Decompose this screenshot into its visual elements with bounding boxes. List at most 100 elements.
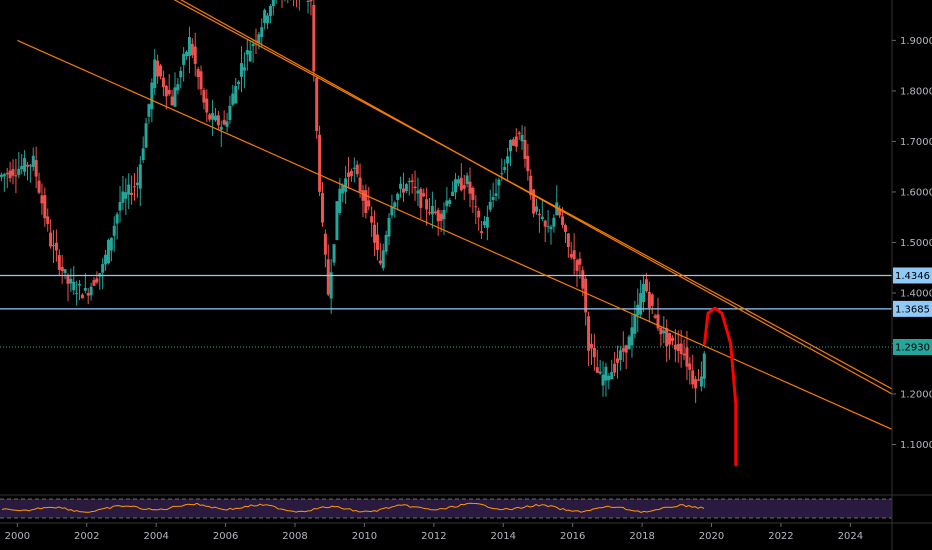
candle-body (474, 206, 478, 208)
y-tick-label: 1.9000 (900, 36, 932, 47)
trendline[interactable] (17, 39, 893, 430)
candle-body (205, 98, 209, 113)
candle-body (584, 278, 588, 313)
candle-body (456, 179, 460, 184)
candle-body (341, 184, 345, 194)
x-tick-label: 2008 (282, 531, 307, 542)
candle-body (416, 190, 420, 194)
candle-body (607, 375, 611, 381)
candle-body (179, 70, 183, 78)
y-tick-label: 1.4000 (900, 288, 932, 299)
candle-body (592, 347, 596, 358)
candle-body (89, 286, 93, 296)
price-label-hline (893, 300, 932, 317)
candle-body (454, 179, 458, 193)
candle-body (601, 374, 605, 386)
candle-body (92, 280, 96, 286)
candle-body (8, 170, 12, 179)
candle-body (352, 167, 356, 169)
candle-body (685, 347, 689, 367)
candle-body (682, 353, 686, 356)
candle-body (17, 168, 21, 175)
candle-body (511, 139, 515, 146)
candle-body (326, 259, 330, 295)
candle-body (373, 224, 377, 243)
x-tick-label: 2018 (629, 531, 654, 542)
candle-body (500, 173, 504, 175)
candle-body (668, 333, 672, 345)
candle-body (228, 105, 232, 121)
candle-body (425, 199, 429, 210)
candle-body (387, 218, 391, 237)
x-tick-label: 2016 (560, 531, 585, 542)
y-tick-label: 1.6000 (900, 187, 932, 198)
candle-body (468, 181, 472, 194)
candle-body (135, 182, 139, 186)
candle-body (43, 195, 47, 219)
candle-body (665, 328, 669, 347)
candle-body (610, 371, 614, 380)
candle-body (526, 156, 530, 172)
candle-body (480, 231, 484, 234)
candle-body (329, 272, 333, 299)
candle-body (231, 93, 235, 105)
oscillator-pane (0, 494, 932, 519)
candle-body (132, 186, 136, 188)
candle-body (182, 53, 186, 65)
candle-body (618, 350, 622, 361)
candle-body (138, 164, 142, 189)
candle-body (52, 245, 56, 247)
candle-body (208, 114, 212, 120)
candle-body (72, 281, 76, 291)
candle-body (213, 115, 217, 121)
candle-body (49, 232, 53, 247)
candle-body (20, 165, 24, 170)
candle-body (642, 283, 646, 303)
candle-body (164, 85, 168, 97)
candle-body (344, 178, 348, 192)
candle-body (694, 379, 698, 389)
candle-body (57, 255, 61, 270)
candle-body (399, 183, 403, 189)
price-label-current (893, 339, 932, 356)
candle-body (413, 186, 417, 189)
candle-body (240, 63, 244, 77)
candle-body (86, 293, 90, 296)
candle-body (604, 366, 608, 381)
candle-body (0, 174, 3, 177)
oscillator-line (1, 502, 705, 513)
candle-body (118, 202, 122, 211)
candle-body (430, 205, 434, 215)
candle-body (613, 363, 617, 373)
candle-body (190, 43, 194, 56)
candle-body (23, 158, 27, 172)
candle-body (266, 15, 270, 24)
candles-layer (0, 0, 706, 404)
candle-body (462, 185, 466, 189)
candle-body (309, 0, 313, 2)
candle-body (69, 278, 73, 284)
candle-body (656, 314, 660, 329)
candle-body (428, 212, 432, 214)
candle-body (75, 293, 79, 295)
candle-body (540, 216, 544, 220)
candle-body (566, 233, 570, 248)
candle-body (156, 60, 160, 77)
candle-body (485, 216, 489, 228)
candle-body (78, 283, 82, 286)
candle-body (159, 65, 163, 77)
candle-body (109, 237, 113, 251)
candle-body (546, 226, 550, 228)
candle-body (60, 266, 64, 272)
trendline[interactable] (163, 0, 893, 395)
hand-drawn-projection-annotation[interactable] (703, 306, 738, 467)
candle-body (101, 264, 105, 273)
candle-body (54, 242, 58, 251)
candle-body (697, 379, 701, 381)
candle-body (225, 121, 229, 127)
candle-body (202, 90, 206, 103)
candle-body (595, 367, 599, 373)
candle-body (320, 193, 324, 223)
candle-body (66, 274, 70, 284)
